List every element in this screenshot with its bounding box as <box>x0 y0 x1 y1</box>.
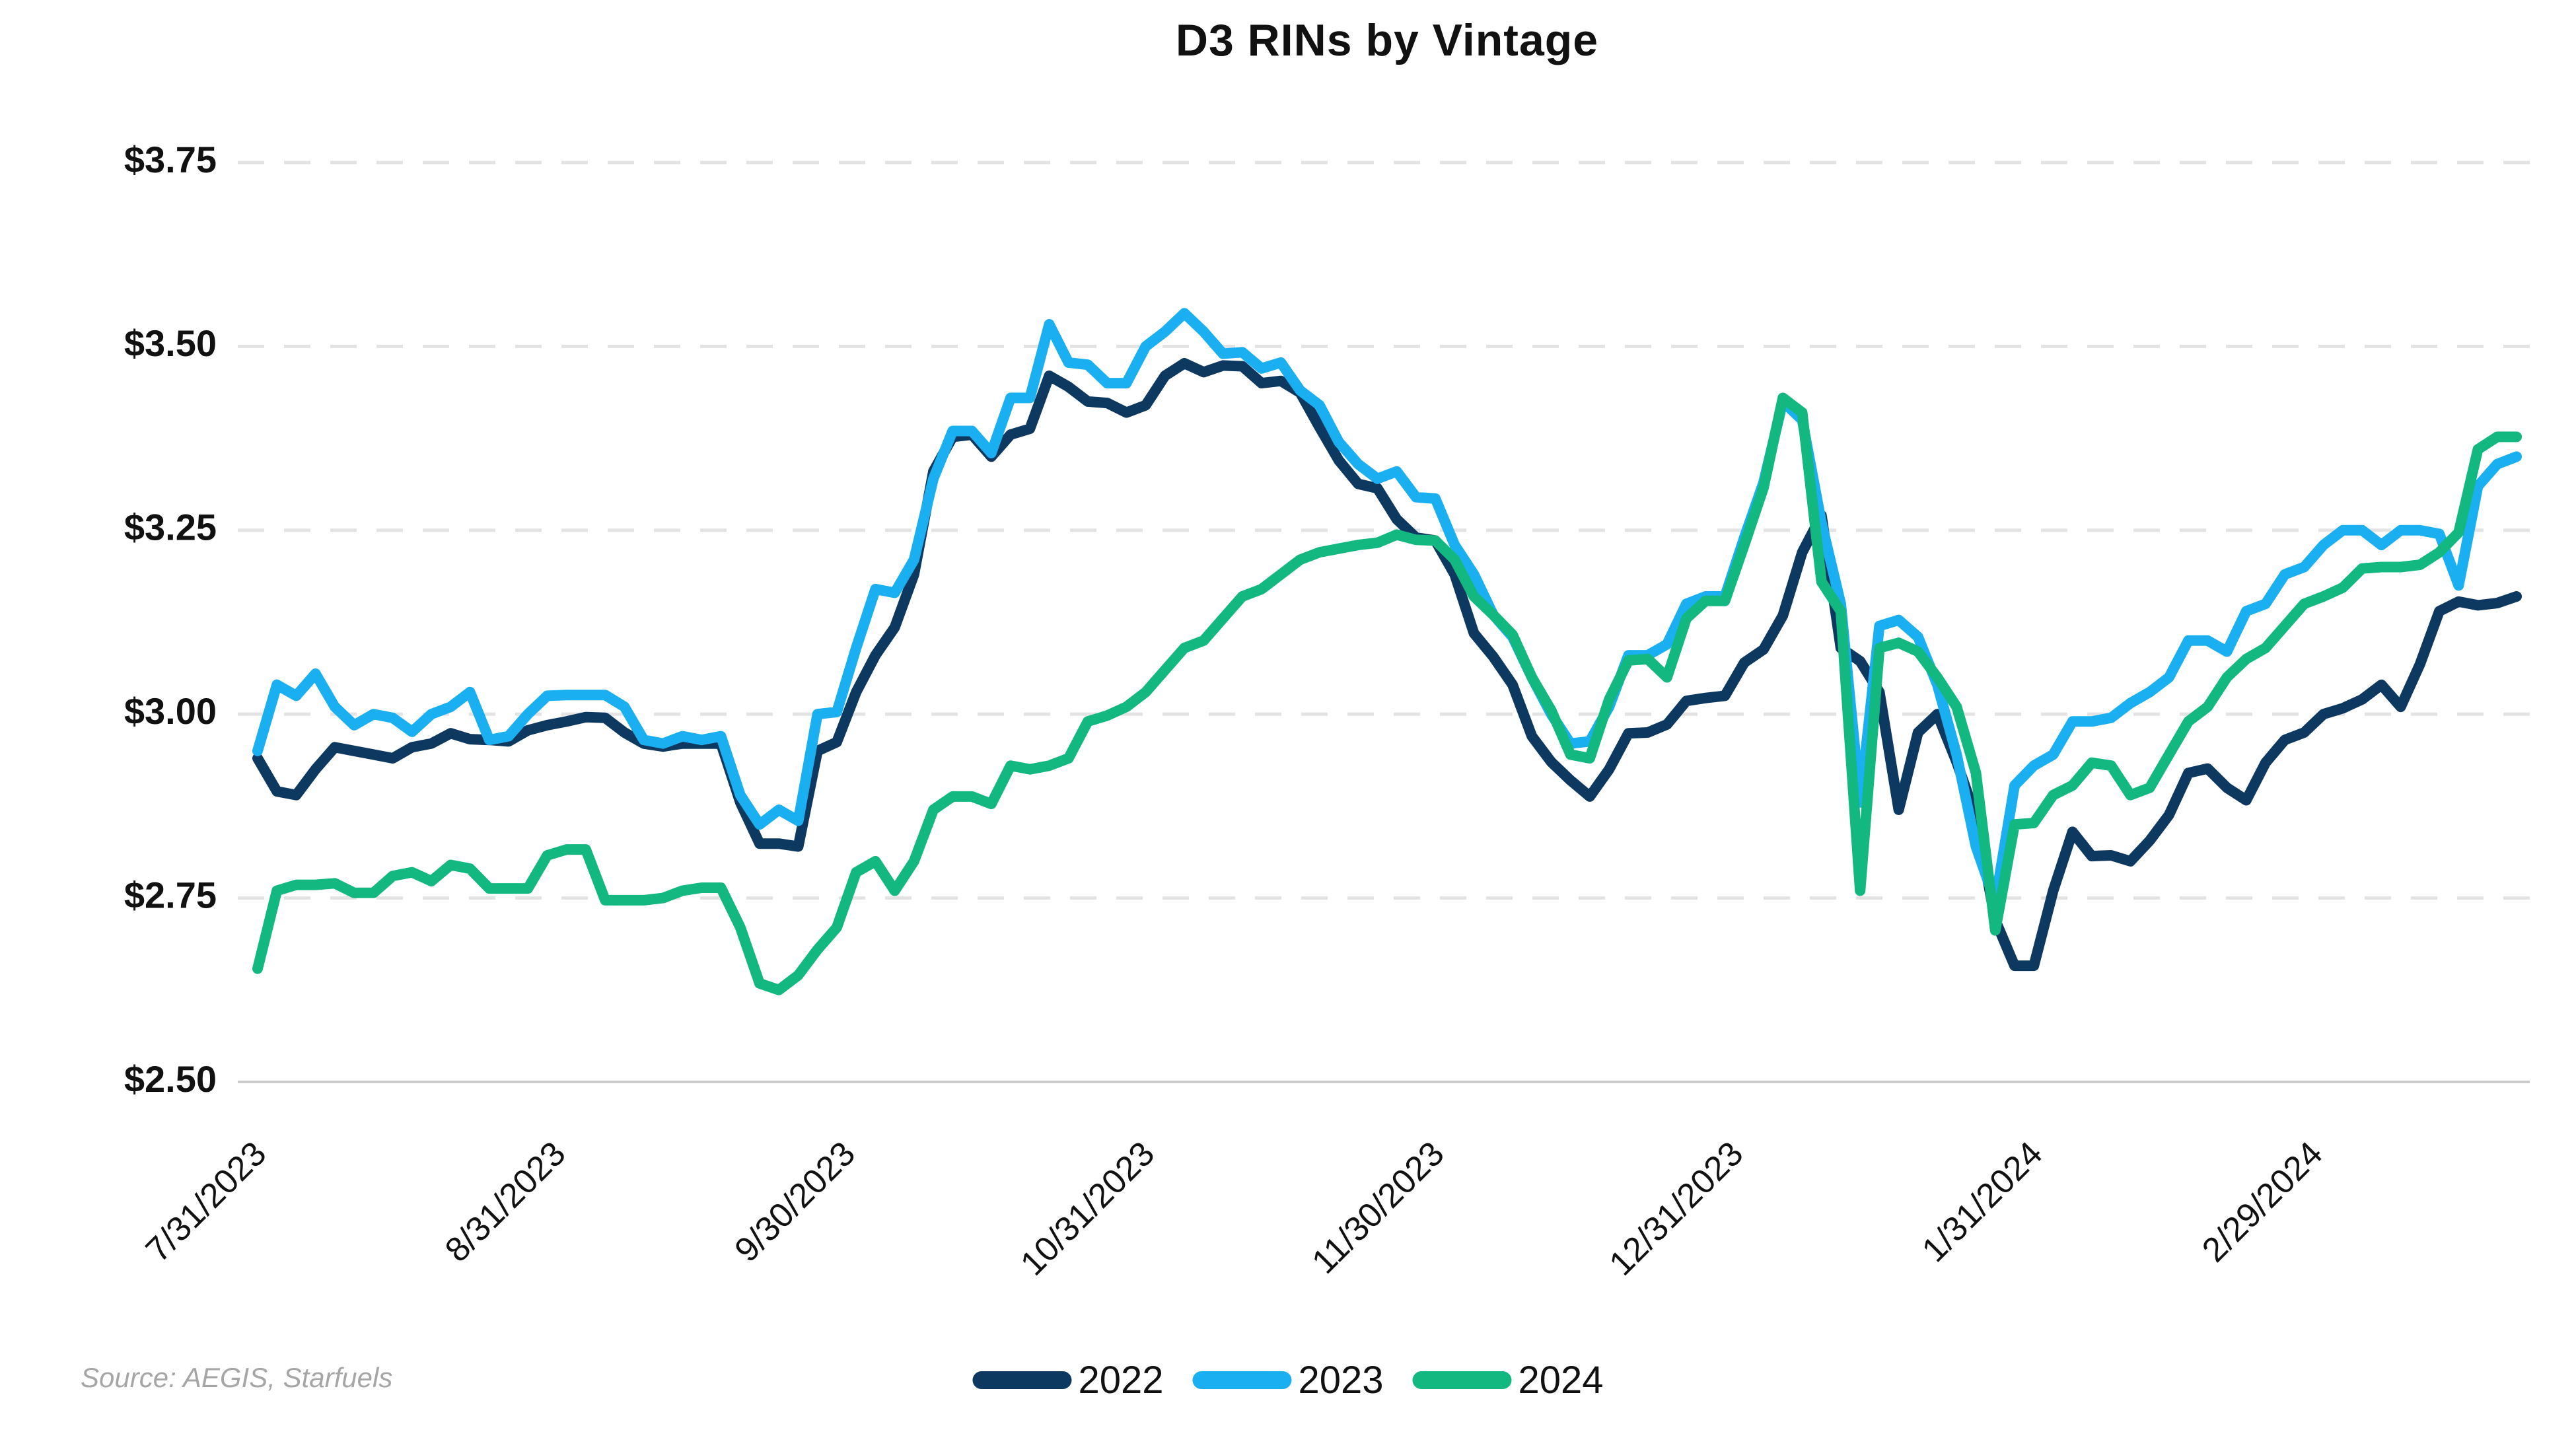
legend-label-2024: 2024 <box>1518 1359 1604 1402</box>
x-tick-label: 9/30/2023 <box>727 1134 863 1270</box>
x-tick-label: 8/31/2023 <box>438 1134 573 1270</box>
legend-swatch-2023-icon <box>1192 1371 1292 1389</box>
y-tick-label: $3.25 <box>124 507 217 548</box>
chart-title: D3 RINs by Vintage <box>1175 15 1599 65</box>
legend-item-2024: 2024 <box>1412 1358 1604 1402</box>
legend-label-2023: 2023 <box>1298 1359 1384 1402</box>
legend-swatch-2022-icon <box>972 1371 1072 1389</box>
series-line-2023 <box>252 308 2522 908</box>
legend-label-2022: 2022 <box>1078 1359 1164 1402</box>
legend-item-2022: 2022 <box>972 1358 1163 1402</box>
series-line-2024 <box>252 392 2522 995</box>
source-note: Source: AEGIS, Starfuels <box>81 1362 393 1393</box>
x-tick-label: 10/31/2023 <box>1013 1134 1162 1283</box>
y-tick-label: $2.75 <box>124 874 217 915</box>
series-line-2022 <box>252 358 2522 972</box>
x-tick-label: 1/31/2024 <box>1915 1134 2050 1270</box>
y-tick-label: $3.50 <box>124 322 217 364</box>
y-tick-label: $3.00 <box>124 690 217 732</box>
legend-swatch-2024-icon <box>1412 1371 1512 1389</box>
x-tick-label: 11/30/2023 <box>1305 1134 1451 1281</box>
x-tick-label: 7/31/2023 <box>139 1134 274 1270</box>
y-tick-label: $2.50 <box>124 1058 217 1100</box>
chart-legend: 2022 2023 2024 <box>972 1358 1604 1402</box>
legend-item-2023: 2023 <box>1192 1358 1384 1402</box>
x-tick-label: 2/29/2024 <box>2195 1134 2330 1270</box>
y-tick-label: $3.75 <box>124 139 217 180</box>
x-tick-label: 12/31/2023 <box>1602 1134 1750 1283</box>
